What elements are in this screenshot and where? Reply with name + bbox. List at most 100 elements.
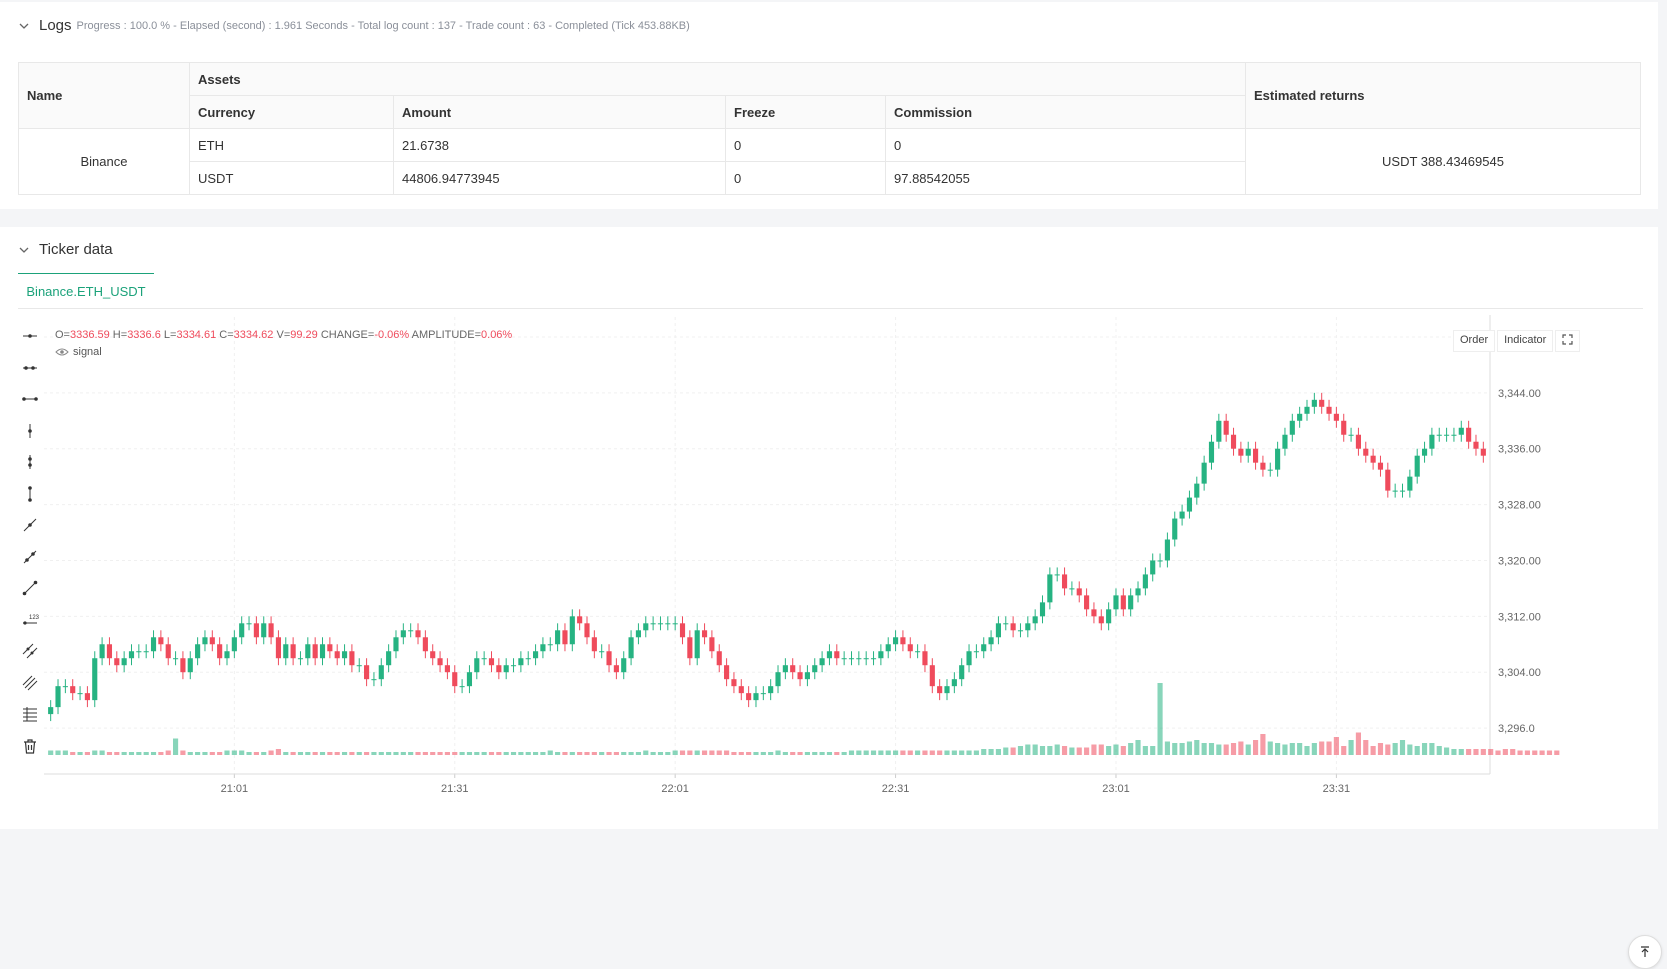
volume-bar — [1275, 743, 1281, 755]
trend-segment-icon[interactable] — [21, 548, 39, 566]
fibonacci-lines-icon[interactable] — [21, 705, 39, 723]
volume-bar — [231, 750, 237, 755]
candle-body — [99, 644, 105, 659]
candlestick-chart[interactable]: 3,352.003,344.003,336.003,328.003,320.00… — [0, 227, 1658, 829]
eye-icon[interactable] — [55, 347, 69, 357]
volume-bar — [319, 752, 326, 755]
logs-header[interactable]: Logs Progress : 100.0 % - Elapsed (secon… — [18, 17, 690, 34]
scroll-top-button[interactable] — [1628, 935, 1662, 969]
ticker-header[interactable]: Ticker data — [18, 241, 113, 258]
candle-body — [444, 665, 450, 673]
volume-bar — [635, 752, 641, 755]
candle-body — [1341, 420, 1347, 435]
trend-ray-icon[interactable] — [21, 516, 39, 534]
volume-bar — [430, 752, 436, 755]
y-tick-label: 3,336.00 — [1498, 444, 1541, 456]
volume-bar — [1473, 749, 1479, 755]
volume-bar — [334, 752, 340, 755]
candle-body — [150, 637, 157, 652]
trash-icon[interactable] — [21, 737, 39, 755]
fibonacci-channel-icon[interactable] — [21, 674, 39, 692]
candle-body — [1245, 448, 1251, 456]
candle-body — [1194, 483, 1200, 498]
ohlc-readout: O=3336.59 H=3336.6 L=3334.61 C=3334.62 V… — [55, 329, 513, 341]
candle-body — [885, 644, 891, 652]
horizontal-line-icon[interactable] — [21, 390, 39, 408]
volume-bar — [1267, 741, 1273, 755]
candle-body — [724, 665, 730, 680]
horizontal-ray-icon[interactable] — [21, 327, 39, 345]
volume-bar — [1348, 740, 1354, 755]
currency-cell: ETH — [189, 128, 394, 162]
volume-bar — [187, 752, 193, 755]
signal-legend[interactable]: signal — [55, 346, 102, 358]
volume-bar — [371, 752, 377, 755]
volume-bar — [1319, 741, 1325, 755]
candle-body — [239, 623, 245, 638]
candle-body — [261, 623, 267, 638]
candle-body — [599, 651, 605, 653]
chevron-down-icon[interactable] — [18, 244, 30, 256]
volume-bar — [1377, 743, 1384, 755]
volume-bar — [834, 752, 840, 755]
volume-bar — [856, 750, 862, 755]
horizontal-segment-icon[interactable] — [21, 359, 39, 377]
volume-bar — [628, 752, 634, 755]
candle-body — [481, 658, 487, 660]
candle-body — [415, 630, 421, 638]
volume-bar — [826, 752, 833, 755]
candle-body — [790, 665, 796, 673]
volume-bar — [621, 752, 627, 755]
candle-body — [488, 658, 495, 666]
volume-bar — [1414, 746, 1420, 755]
candle-body — [1142, 574, 1148, 589]
candle-body — [1304, 406, 1310, 414]
volume-bar — [951, 750, 957, 755]
parallel-channel-icon[interactable] — [21, 642, 39, 660]
ticker-panel: Ticker data Binance.ETH_USDT 3,352.003,3… — [0, 227, 1662, 969]
candle-body — [1333, 413, 1339, 421]
volume-bar — [106, 752, 113, 755]
price-label-icon[interactable]: 123 — [21, 611, 40, 629]
volume-bar — [701, 750, 708, 755]
ticker-title: Ticker data — [39, 241, 113, 258]
order-button[interactable]: Order — [1453, 330, 1496, 352]
candle-body — [319, 644, 326, 659]
volume-bar — [217, 752, 223, 755]
vertical-line-icon[interactable] — [21, 485, 39, 503]
volume-bar — [246, 752, 252, 755]
candle-body — [1421, 448, 1428, 456]
candle-body — [1392, 490, 1398, 492]
candle-body — [1135, 588, 1141, 596]
candle-body — [312, 644, 318, 659]
volume-bar — [386, 752, 392, 755]
candle-body — [760, 693, 766, 695]
fullscreen-button[interactable] — [1555, 330, 1581, 352]
x-tick-label: 22:01 — [661, 783, 689, 795]
candle-body — [349, 651, 355, 666]
volume-bar — [1128, 743, 1134, 755]
candle-body — [628, 637, 634, 659]
volume-bar — [1208, 743, 1215, 755]
vertical-ray-icon[interactable] — [21, 422, 39, 440]
volume-bar — [275, 749, 281, 755]
volume-bar — [679, 750, 686, 755]
freeze-cell: 0 — [725, 128, 886, 162]
volume-bar — [1458, 749, 1464, 755]
volume-bar — [848, 750, 855, 755]
volume-bar — [1282, 744, 1288, 755]
volume-bar — [1186, 741, 1193, 755]
indicator-button[interactable]: Indicator — [1497, 330, 1554, 352]
volume-bar — [937, 750, 943, 755]
chevron-down-icon[interactable] — [18, 20, 30, 32]
trend-line-icon[interactable] — [21, 579, 39, 597]
volume-bar — [1223, 744, 1229, 755]
volume-bar — [114, 752, 120, 755]
candle-body — [231, 637, 237, 652]
candle-body — [1054, 574, 1060, 576]
tab-binance-eth-usdt[interactable]: Binance.ETH_USDT — [18, 273, 154, 309]
vertical-segment-icon[interactable] — [21, 453, 39, 471]
candle-body — [62, 686, 68, 688]
candle-body — [1201, 462, 1207, 484]
volume-bar — [209, 752, 215, 755]
